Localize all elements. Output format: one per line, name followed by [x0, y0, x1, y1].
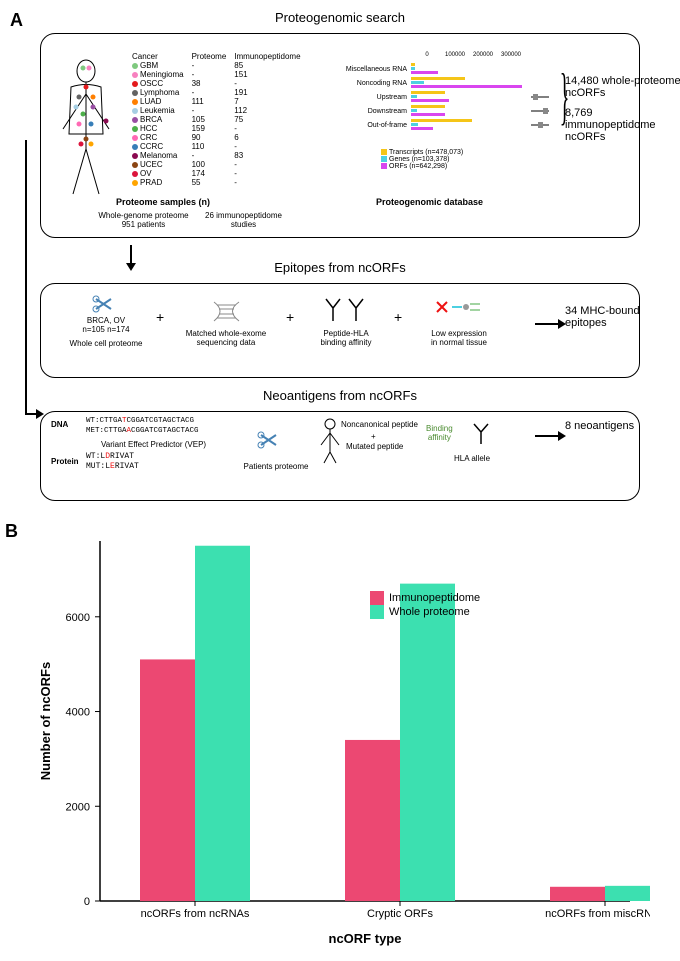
- antibody-icon: [321, 296, 371, 324]
- svg-text:ncORFs from ncRNAs: ncORFs from ncRNAs: [141, 908, 250, 920]
- svg-text:4000: 4000: [66, 707, 90, 719]
- prot-mut: MUT:LERIVAT: [86, 462, 139, 471]
- x-dna-icon: [434, 299, 484, 324]
- item-wes: Matched whole-exomesequencing data: [171, 299, 281, 347]
- pgdb-legend: Transcripts (n=478,073)Genes (n=103,378)…: [381, 149, 463, 170]
- svg-text:6000: 6000: [66, 612, 90, 624]
- box-neoantigens: DNA WT:CTTGATCGGATCGTAGCTACG MET:CTTGAAC…: [40, 411, 640, 501]
- arrow-icon: [130, 245, 132, 265]
- arrow-icon: [535, 323, 560, 325]
- item-hla: Peptide-HLAbinding affinity: [301, 296, 391, 347]
- mutpep-label: Mutated peptide: [346, 442, 403, 451]
- dna-icon: [209, 299, 244, 324]
- scissors-icon: [256, 430, 286, 460]
- result-whole-proteome: 14,480 whole-proteome ncORFs: [565, 75, 680, 99]
- dna-mut: MET:CTTGAACGGATCGTAGCTACG: [86, 427, 199, 435]
- svg-text:ncORF type: ncORF type: [329, 931, 402, 946]
- pp-label: Patients proteome: [236, 462, 316, 471]
- box-epitopes: BRCA, OV n=105 n=174 Whole cell proteome…: [40, 283, 640, 378]
- item-lowexp: Low expressionin normal tissue: [409, 299, 509, 347]
- legend-b: ImmunopeptidomeWhole proteome: [370, 591, 480, 619]
- hla-label: HLA allele: [454, 454, 490, 463]
- pgdb-chart: 0100000200000300000 Miscellaneous RNA No…: [331, 52, 551, 192]
- brca-ov: BRCA, OV: [56, 316, 156, 325]
- plus-text: +: [371, 432, 376, 441]
- side-result-1: 14,480 whole-proteome ncORFs 8,769 immun…: [565, 75, 680, 143]
- ncpep-label: Noncanonical peptide: [341, 420, 418, 429]
- vep-label: Variant Effect Predictor (VEP): [101, 440, 206, 449]
- item-wcp: BRCA, OV n=105 n=174 Whole cell proteome: [56, 294, 156, 348]
- dna-label: DNA: [51, 420, 68, 429]
- box-title-2: Epitopes from ncORFs: [10, 260, 670, 275]
- lbl-hla: Peptide-HLAbinding affinity: [301, 329, 391, 347]
- plus-icon: +: [156, 309, 164, 325]
- svg-text:Cryptic ORFs: Cryptic ORFs: [367, 908, 434, 920]
- antibody-icon: [466, 422, 501, 447]
- lbl-lowexp: Low expressionin normal tissue: [409, 329, 509, 347]
- person-icon: [316, 417, 344, 465]
- panel-a-label: A: [10, 10, 23, 31]
- sub-proteome: Whole-genome proteome951 patients26 immu…: [91, 211, 291, 229]
- arrow-icon: [25, 413, 38, 415]
- lbl-wcp: Whole cell proteome: [56, 339, 156, 348]
- box-proteogenomic: CancerProteomeImmunopeptidomeGBM-85Menin…: [40, 33, 640, 238]
- panel-b-label: B: [5, 521, 18, 542]
- svg-text:0: 0: [84, 896, 90, 908]
- plus-icon: +: [286, 309, 294, 325]
- n-counts: n=105 n=174: [56, 325, 156, 334]
- caption-proteome: Proteome samples (n): [116, 197, 210, 207]
- lbl-wes: Matched whole-exomesequencing data: [171, 329, 281, 347]
- arrow-icon: [535, 435, 560, 437]
- result-immunopeptidome: 8,769 immunopeptidome ncORFs: [565, 107, 680, 143]
- box-title-1: Proteogenomic search: [10, 10, 670, 25]
- svg-text:ncORFs from miscRNAs: ncORFs from miscRNAs: [545, 908, 650, 920]
- dna-wt: WT:CTTGATCGGATCGTAGCTACG: [86, 417, 194, 425]
- cancer-table: CancerProteomeImmunopeptidomeGBM-85Menin…: [128, 52, 305, 187]
- scissors-icon: [91, 294, 121, 314]
- prot-wt: WT:LDRIVAT: [86, 452, 134, 461]
- side-result-2: 34 MHC-bound epitopes: [565, 305, 670, 329]
- side-result-3: 8 neoantigens: [565, 420, 634, 432]
- body-figure: [51, 59, 121, 199]
- ba-label: Bindingaffinity: [426, 424, 453, 442]
- box-title-3: Neoantigens from ncORFs: [10, 388, 670, 403]
- caption-pgdb: Proteogenomic database: [376, 197, 483, 207]
- plus-icon: +: [394, 309, 402, 325]
- svg-text:2000: 2000: [66, 801, 90, 813]
- svg-text:Number of ncORFs: Number of ncORFs: [38, 662, 53, 780]
- bar-chart-b: 0 2000 4000 6000 ncORFs from ncRNAs Cryptic O…: [30, 521, 650, 951]
- connector-line: [25, 140, 27, 415]
- protein-label: Protein: [51, 457, 79, 466]
